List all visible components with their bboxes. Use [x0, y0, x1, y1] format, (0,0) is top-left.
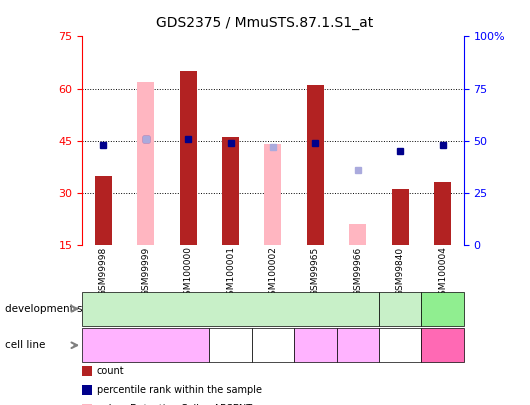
Bar — [349, 224, 366, 245]
Bar — [392, 190, 409, 245]
Text: ORME
S7: ORME S7 — [218, 336, 243, 355]
Bar — [307, 85, 324, 245]
Bar — [264, 144, 281, 245]
Text: differentiated
embryoid
bodies: differentiated embryoid bodies — [369, 294, 431, 324]
Bar — [434, 182, 451, 245]
Text: ORMES1
3: ORMES1 3 — [340, 336, 375, 355]
Bar — [137, 82, 154, 245]
Text: ORME
S9: ORME S9 — [260, 336, 286, 355]
Bar — [180, 71, 197, 245]
Text: ORME
S6: ORME S6 — [387, 336, 413, 355]
Text: ORMES1
0: ORMES1 0 — [298, 336, 333, 355]
Bar — [95, 175, 112, 245]
Text: embryonic stem cell: embryonic stem cell — [184, 304, 277, 313]
Text: cell line: cell line — [5, 340, 46, 350]
Text: GDS2375 / MmuSTS.87.1.S1_at: GDS2375 / MmuSTS.87.1.S1_at — [156, 16, 374, 30]
Text: percentile rank within the sample: percentile rank within the sample — [97, 385, 262, 395]
Text: somatic
fibroblast: somatic fibroblast — [421, 299, 464, 318]
Text: count: count — [97, 366, 125, 375]
Text: not appli
cable: not appli cable — [424, 336, 461, 355]
Bar — [222, 137, 239, 245]
Text: ORMES6: ORMES6 — [128, 341, 164, 350]
Text: development stage: development stage — [5, 304, 107, 314]
